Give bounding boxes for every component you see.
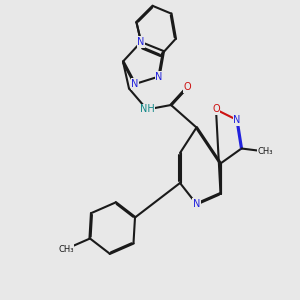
Text: N: N	[155, 71, 163, 82]
Text: CH₃: CH₃	[258, 147, 273, 156]
Text: N: N	[137, 37, 145, 47]
Text: N: N	[131, 79, 139, 89]
Text: N: N	[233, 115, 241, 125]
Text: N: N	[193, 199, 200, 209]
Text: O: O	[212, 104, 220, 115]
Text: CH₃: CH₃	[58, 244, 74, 253]
Text: O: O	[184, 82, 191, 92]
Text: NH: NH	[140, 104, 154, 115]
